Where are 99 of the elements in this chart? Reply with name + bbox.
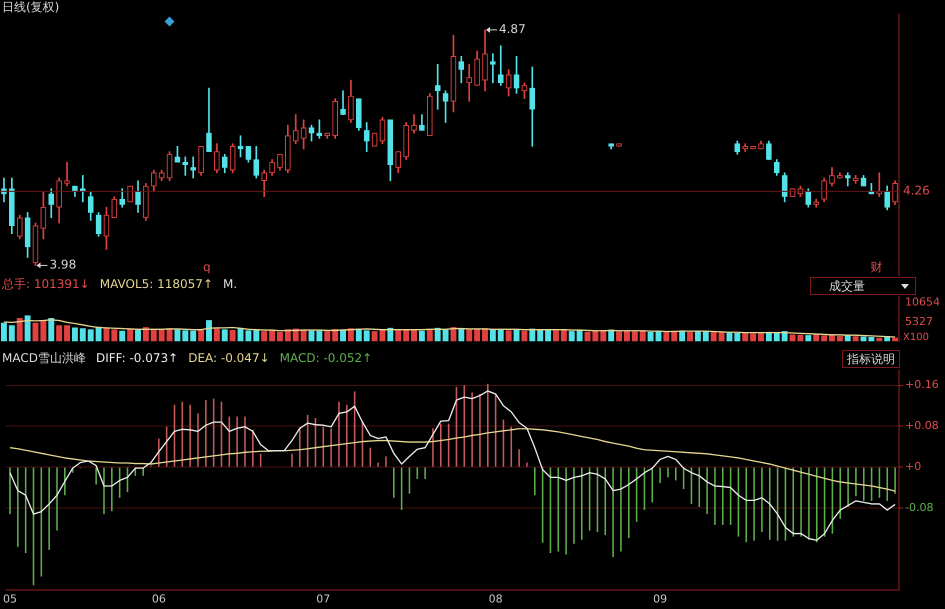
bar <box>758 332 764 342</box>
bar <box>308 330 314 342</box>
text: 总手: 101391↓ <box>1 277 90 292</box>
bar <box>135 330 141 342</box>
annotation: 财 <box>870 260 883 274</box>
bar <box>450 327 456 342</box>
bar <box>442 329 449 342</box>
bar <box>584 332 590 342</box>
bar <box>127 328 134 342</box>
text: DIFF: -0.073↑ <box>96 351 178 366</box>
text: MAVOL5: 118057↑ <box>100 277 213 292</box>
y-tick-label: 10654 <box>905 295 940 308</box>
y-tick-label: -0.08 <box>905 500 934 514</box>
bar <box>214 328 220 342</box>
annotation: 4.87 <box>498 22 526 36</box>
bar <box>860 336 866 342</box>
x-tick-label: 05 <box>3 592 17 606</box>
help-button: 指标说明 <box>842 350 900 368</box>
bar <box>198 330 204 342</box>
bar <box>663 332 670 342</box>
bar <box>380 330 386 342</box>
bar <box>8 325 15 342</box>
candlestick <box>238 135 244 158</box>
chart-title: 日线(复权) <box>2 0 60 14</box>
text: M. <box>223 277 238 292</box>
bar <box>797 334 804 342</box>
bar <box>24 315 31 342</box>
bar <box>458 328 464 342</box>
bar <box>230 330 236 342</box>
bar <box>261 331 268 342</box>
bar <box>702 332 709 342</box>
bar <box>726 332 732 342</box>
bar <box>474 329 480 342</box>
bar <box>56 325 62 342</box>
x-tick-label: 06 <box>152 592 166 606</box>
bar <box>790 334 796 342</box>
bar <box>560 330 567 342</box>
bar <box>96 326 102 342</box>
bar <box>411 330 417 342</box>
bar <box>608 330 614 342</box>
bar <box>718 332 725 342</box>
annotation: q <box>202 260 211 274</box>
bar <box>111 329 118 342</box>
annotation: 3.98 <box>49 258 76 272</box>
bar <box>418 330 425 342</box>
bar <box>553 330 559 342</box>
bar <box>568 331 575 342</box>
bar <box>324 331 330 342</box>
bar <box>868 337 874 342</box>
bar <box>892 338 898 342</box>
dropdown-field: 成交量 <box>810 277 916 295</box>
bar <box>269 330 276 342</box>
bar <box>166 328 173 342</box>
bar <box>0 322 7 342</box>
x-tick-label: 08 <box>488 592 503 606</box>
bar <box>64 325 70 342</box>
bar <box>300 330 307 342</box>
bar <box>836 336 843 342</box>
bar <box>821 336 828 342</box>
x-tick-label: 07 <box>316 592 330 606</box>
bar <box>40 320 46 342</box>
bar <box>32 322 38 342</box>
bar <box>506 330 512 342</box>
bar <box>521 330 528 342</box>
bar <box>648 332 654 342</box>
y-tick-label: 5327 <box>905 314 933 328</box>
bar <box>174 330 180 342</box>
bar <box>206 320 212 342</box>
bar <box>514 330 520 342</box>
bar <box>805 335 812 342</box>
y-tick-label: +0 <box>905 460 922 473</box>
bar <box>482 328 488 342</box>
bar <box>372 331 378 342</box>
bar <box>72 327 78 342</box>
bar <box>245 330 252 342</box>
y-axis-title: X100 <box>903 332 929 343</box>
bar <box>276 332 283 342</box>
bar <box>158 330 165 342</box>
bar <box>750 333 756 342</box>
candlestick <box>340 90 346 115</box>
bar <box>104 327 110 342</box>
y-tick-label: +0.16 <box>905 378 939 392</box>
bar <box>253 330 260 342</box>
bar <box>490 330 496 342</box>
bar <box>576 330 583 342</box>
bar <box>238 328 244 342</box>
bar <box>616 332 622 342</box>
bar <box>316 330 322 342</box>
text: MACD: -0.052↑ <box>280 351 372 366</box>
chart-title: MACD雪山洪峰 <box>2 351 86 366</box>
text: DEA: -0.047↓ <box>188 351 270 366</box>
bar <box>813 334 820 342</box>
ref-line-label: 4.26 <box>903 183 930 198</box>
bar <box>466 330 472 342</box>
bar <box>734 332 740 342</box>
y-tick-label: +0.08 <box>905 419 939 432</box>
bar <box>710 332 717 342</box>
bar <box>687 332 693 342</box>
x-tick-label: 09 <box>653 592 668 606</box>
